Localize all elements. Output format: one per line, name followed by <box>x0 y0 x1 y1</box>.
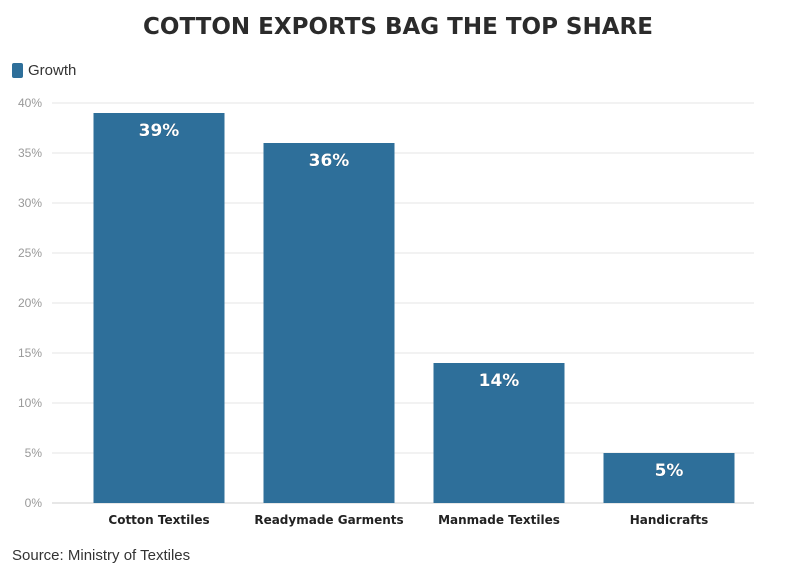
y-tick-label: 10% <box>18 396 42 410</box>
source-note: Source: Ministry of Textiles <box>12 547 191 564</box>
y-tick-label: 0% <box>25 496 43 510</box>
y-tick-label: 15% <box>18 346 42 360</box>
legend-swatch <box>12 63 23 78</box>
x-tick-label: Cotton Textiles <box>108 513 209 527</box>
y-tick-label: 35% <box>18 146 42 160</box>
legend[interactable]: Growth <box>12 62 76 79</box>
chart-title: COTTON EXPORTS BAG THE TOP SHARE <box>143 14 653 40</box>
y-tick-label: 5% <box>25 446 43 460</box>
y-tick-label: 40% <box>18 96 42 110</box>
bar <box>603 453 735 503</box>
y-tick-label: 25% <box>18 246 42 260</box>
bar <box>433 363 565 503</box>
y-tick-label: 30% <box>18 196 42 210</box>
x-tick-label: Manmade Textiles <box>438 513 560 527</box>
data-label: 14% <box>479 371 520 391</box>
y-tick-label: 20% <box>18 296 42 310</box>
legend-label: Growth <box>28 62 77 79</box>
data-label: 5% <box>655 461 684 481</box>
x-tick-label: Handicrafts <box>630 513 709 527</box>
x-tick-label: Readymade Garments <box>254 513 403 527</box>
bar <box>263 143 395 503</box>
data-label: 39% <box>139 121 180 141</box>
data-label: 36% <box>309 151 350 171</box>
bar <box>93 113 225 503</box>
